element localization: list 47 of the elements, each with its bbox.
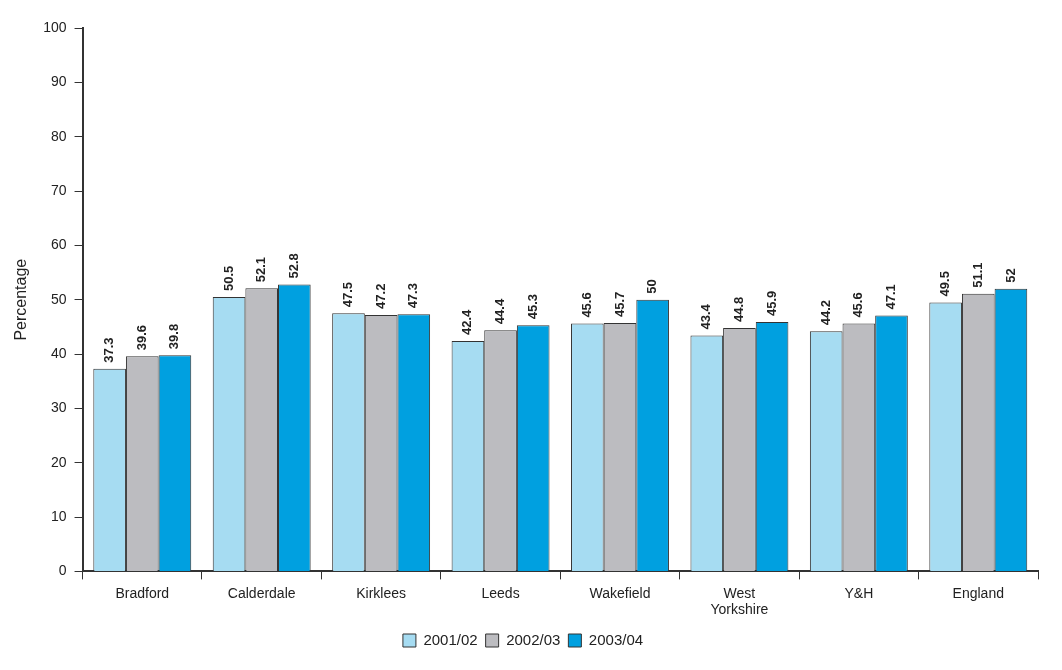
data-label: 45.6 xyxy=(850,292,866,318)
data-label: 44.8 xyxy=(731,296,746,322)
data-label: 45.6 xyxy=(578,292,594,318)
data-label: 37.3 xyxy=(101,337,117,363)
data-label: 47.1 xyxy=(883,284,899,310)
y-tick-label: 50 xyxy=(50,290,67,307)
data-label: 52.1 xyxy=(253,256,269,283)
data-label: 43.4 xyxy=(698,303,714,330)
x-tick-label: Bradford xyxy=(115,584,170,601)
legend-label: 2003/04 xyxy=(588,630,644,648)
x-tick-label: Kirklees xyxy=(356,584,407,601)
x-tick-label: Calderdale xyxy=(227,584,296,601)
data-label: 50 xyxy=(644,279,660,294)
y-axis-title: Percentage xyxy=(12,258,30,341)
y-tick-label: 70 xyxy=(50,181,67,198)
x-tick-label: Wakefield xyxy=(589,584,651,601)
y-tick-label: 80 xyxy=(50,127,67,144)
data-label: 45.9 xyxy=(763,290,779,316)
data-label: 47.2 xyxy=(372,283,388,309)
x-tick-label: Y&H xyxy=(844,584,874,601)
y-tick-label: 0 xyxy=(58,562,67,579)
data-label: 52 xyxy=(1002,268,1018,283)
data-label: 39.8 xyxy=(166,323,182,350)
data-label: 45.3 xyxy=(524,293,540,320)
data-label: 39.6 xyxy=(133,324,149,351)
y-tick-label: 20 xyxy=(50,453,67,470)
data-label: 44.2 xyxy=(817,299,833,326)
data-label: 47.3 xyxy=(405,283,421,309)
y-tick-label: 90 xyxy=(50,73,67,90)
data-label: 49.5 xyxy=(937,271,953,297)
y-tick-label: 40 xyxy=(50,344,67,361)
legend-label: 2002/03 xyxy=(506,630,561,648)
y-tick-label: 100 xyxy=(43,18,67,35)
y-tick-label: 30 xyxy=(50,399,67,416)
data-label: 44.4 xyxy=(492,298,508,325)
data-label: 52.8 xyxy=(285,253,301,279)
legend-label: 2001/02 xyxy=(423,630,478,648)
x-tick-label: West Yorkshire xyxy=(710,584,769,618)
data-label: 45.7 xyxy=(611,291,627,318)
x-tick-label: Leeds xyxy=(481,584,520,601)
y-tick-label: 60 xyxy=(50,236,67,253)
y-tick-label: 10 xyxy=(50,507,67,524)
data-label: 42.4 xyxy=(459,308,475,335)
data-label: 47.5 xyxy=(340,281,356,308)
data-label: 50.5 xyxy=(220,265,236,291)
x-tick-label: England xyxy=(952,584,1004,601)
data-label: 51.1 xyxy=(969,262,985,288)
